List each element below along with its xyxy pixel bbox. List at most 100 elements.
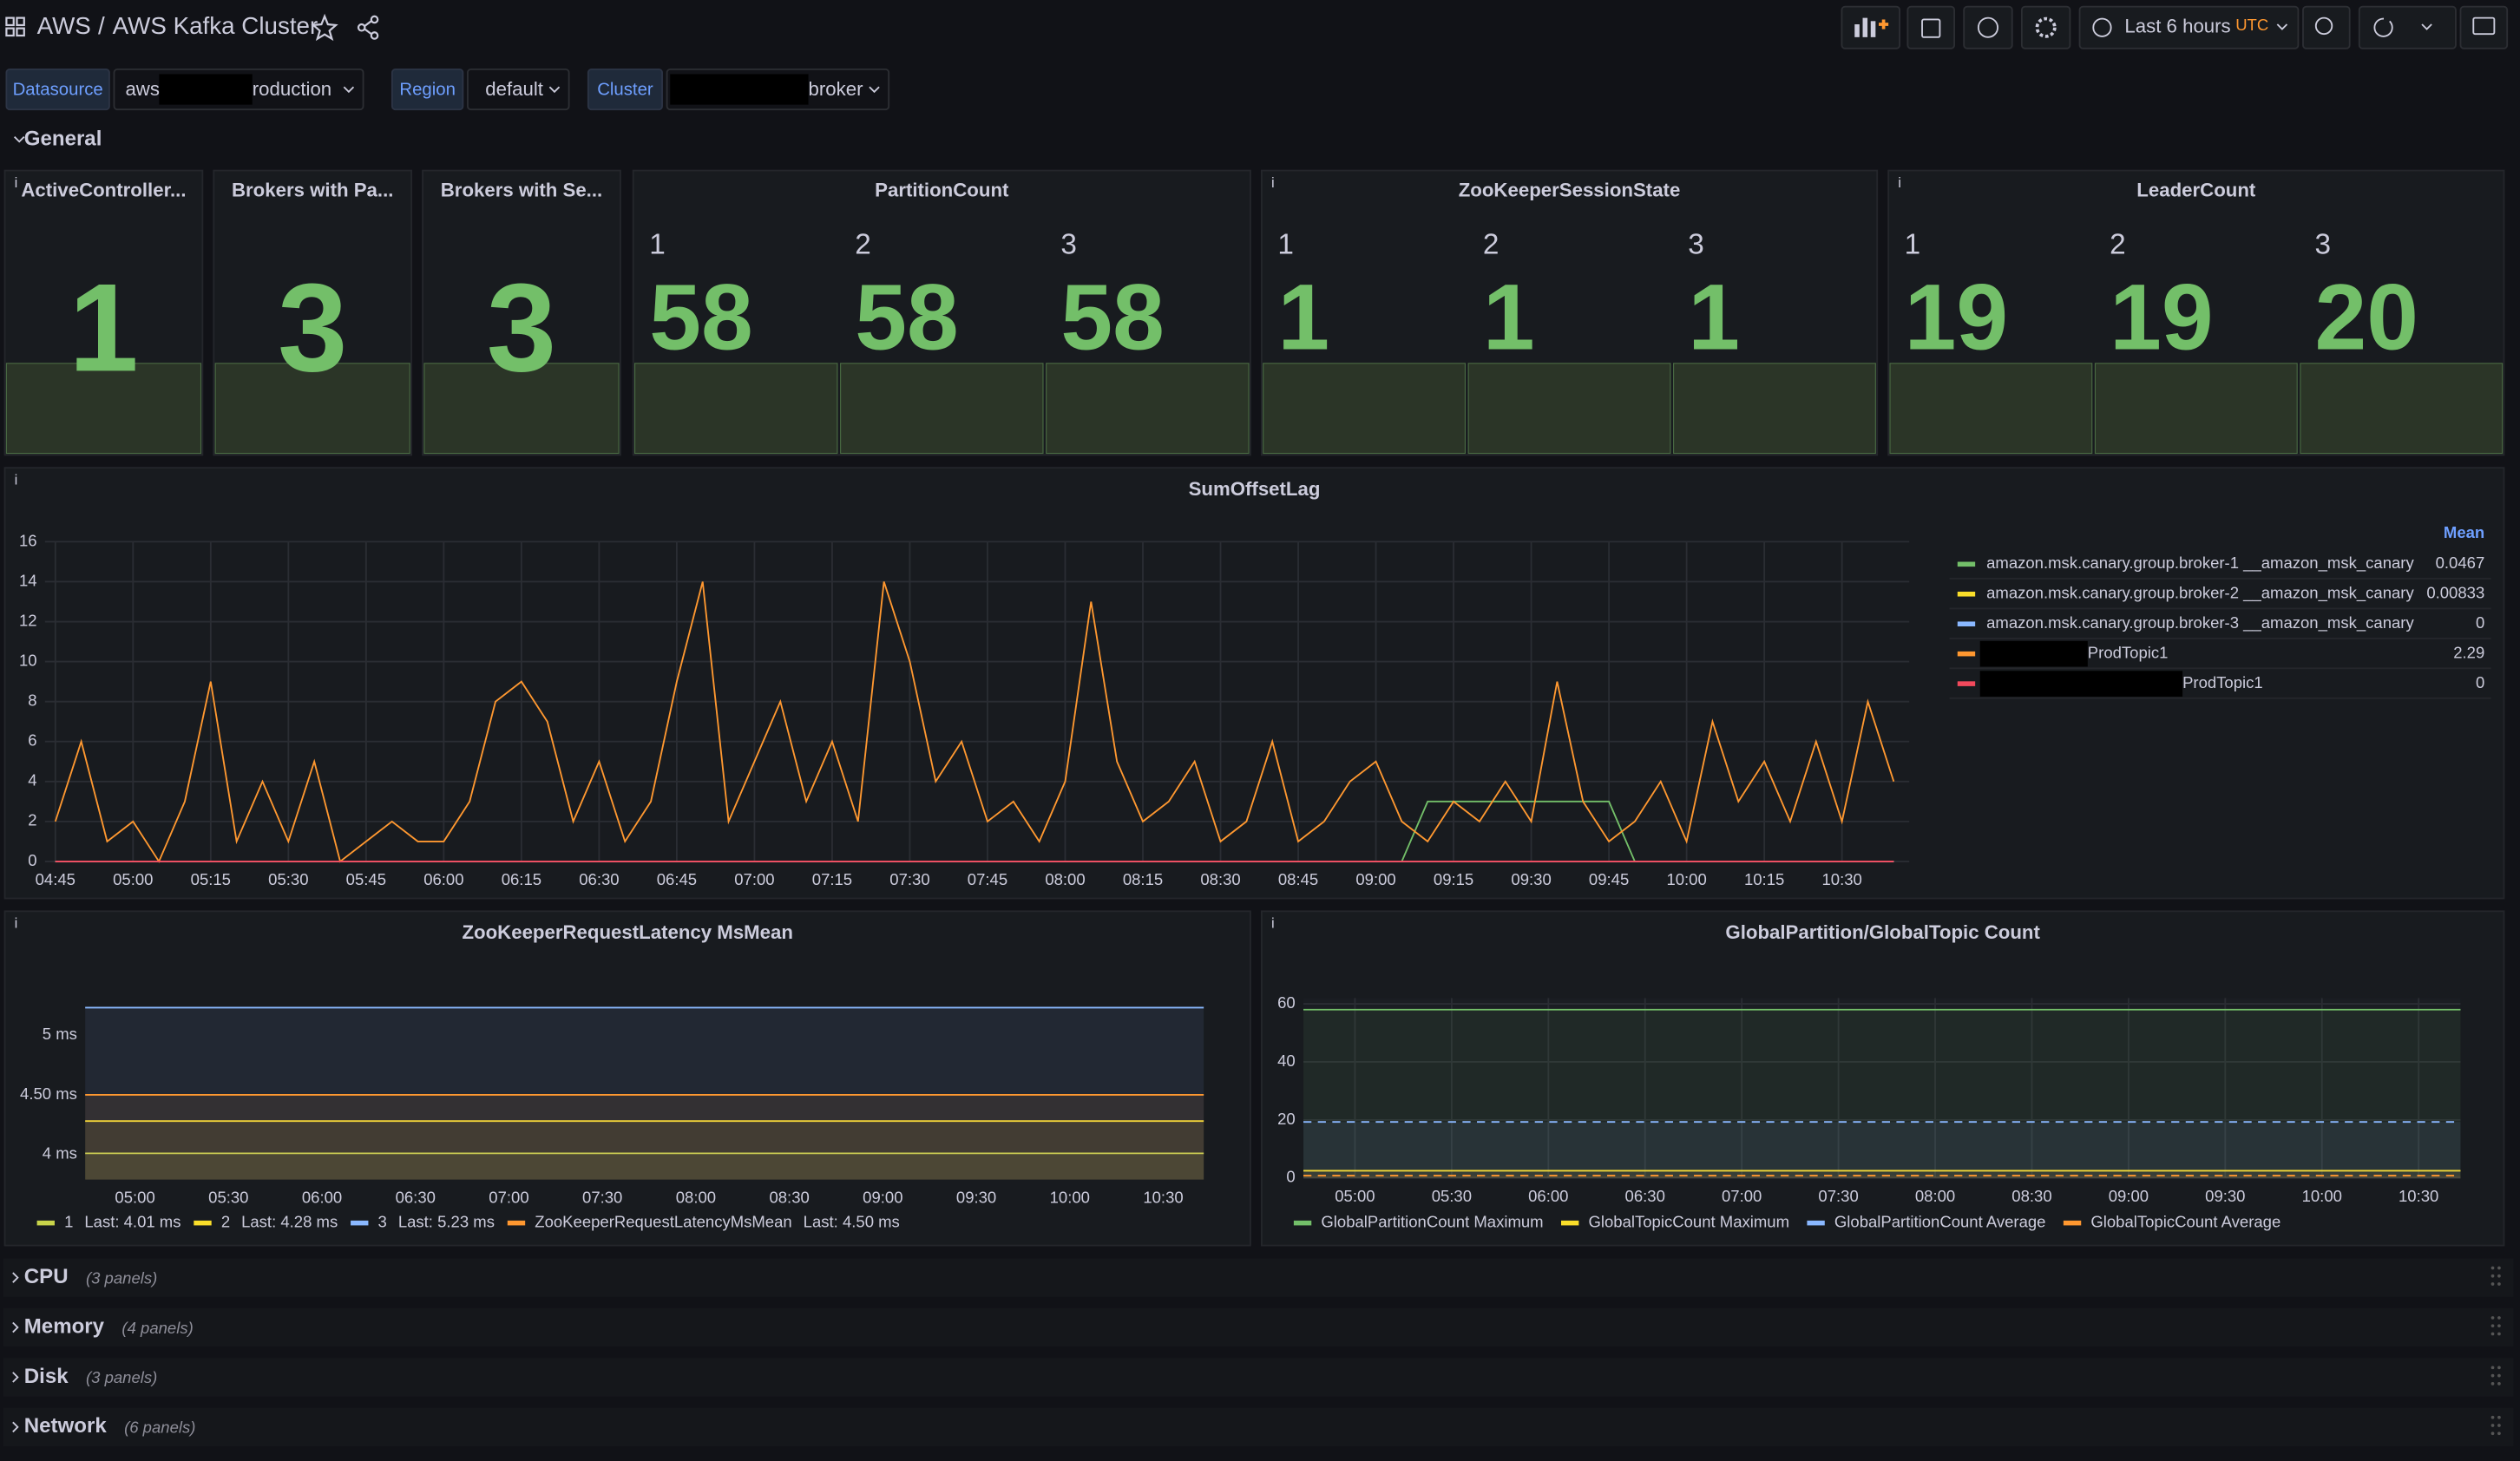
- legend-name[interactable]: GlobalTopicCount Average: [2090, 1213, 2280, 1231]
- chevron: [869, 86, 880, 94]
- legend-swatch[interactable]: [1957, 681, 1976, 686]
- legend-name[interactable]: amazon.msk.canary.group.broker-3 __amazo…: [1986, 613, 2414, 632]
- legend-name[interactable]: GlobalPartitionCount Average: [1834, 1213, 2046, 1231]
- legend-name[interactable]: GlobalPartitionCount Maximum: [1321, 1213, 1543, 1231]
- settings-button[interactable]: [2020, 5, 2071, 49]
- legend-swatch[interactable]: [194, 1220, 212, 1226]
- variable-value: roduction: [253, 78, 331, 100]
- drag-handle[interactable]: [2497, 1316, 2501, 1320]
- legend-swatch[interactable]: [1807, 1220, 1825, 1226]
- legend-name[interactable]: 2: [221, 1213, 230, 1231]
- info-button[interactable]: [1963, 5, 2013, 49]
- collapsed-row[interactable]: [3, 1407, 2514, 1447]
- y-tick-label: 2: [28, 811, 36, 829]
- y-tick-label: 4 ms: [43, 1144, 77, 1163]
- kiosk-button[interactable]: [2459, 5, 2509, 49]
- folder[interactable]: AWS: [37, 12, 91, 39]
- x-tick-label: 08:00: [1915, 1187, 1955, 1205]
- row-chevron[interactable]: [12, 1372, 19, 1383]
- chevron: [343, 86, 355, 94]
- legend-name[interactable]: ProdTopic1: [2088, 644, 2169, 662]
- legend-value: Last: 4.01 ms: [84, 1213, 180, 1231]
- drag-handle[interactable]: [2497, 1373, 2501, 1378]
- stat-value: 1: [1277, 265, 1329, 370]
- drag-handle[interactable]: [2497, 1382, 2501, 1386]
- add-panel-button[interactable]: [1841, 5, 1901, 49]
- legend-swatch[interactable]: [1957, 651, 1976, 657]
- collapsed-row[interactable]: [3, 1307, 2514, 1347]
- legend-mean: 2.29: [2453, 644, 2484, 662]
- legend-name[interactable]: 3: [378, 1213, 387, 1231]
- add-panel-icon: [1854, 17, 1889, 37]
- legend-swatch[interactable]: [1561, 1220, 1579, 1226]
- variable-value: broker: [809, 78, 864, 100]
- legend-swatch[interactable]: [36, 1220, 55, 1226]
- legend-swatch[interactable]: [351, 1220, 369, 1226]
- row-chevron[interactable]: [12, 1321, 19, 1333]
- legend-value: Last: 5.23 ms: [398, 1213, 495, 1231]
- save-button[interactable]: [1906, 5, 1956, 49]
- row-title[interactable]: Disk: [24, 1365, 69, 1388]
- drag-handle[interactable]: [2490, 1324, 2495, 1328]
- legend-name[interactable]: ProdTopic1: [2182, 673, 2263, 691]
- series-area: [1303, 1009, 2461, 1178]
- legend-swatch[interactable]: [1293, 1220, 1312, 1226]
- drag-handle[interactable]: [2490, 1316, 2495, 1320]
- row-chevron[interactable]: [12, 1272, 19, 1283]
- drag-handle[interactable]: [2497, 1415, 2501, 1419]
- zoom-out-button[interactable]: [2302, 5, 2351, 49]
- legend-swatch[interactable]: [1957, 591, 1976, 597]
- share-icon[interactable]: [357, 15, 379, 40]
- y-tick-label: 4.50 ms: [20, 1084, 77, 1103]
- row-chevron[interactable]: [12, 1421, 19, 1433]
- drag-handle[interactable]: [2490, 1282, 2495, 1286]
- x-tick-label: 07:30: [889, 870, 929, 888]
- drag-handle[interactable]: [2490, 1366, 2495, 1370]
- apps-icon[interactable]: [5, 16, 25, 37]
- drag-handle[interactable]: [2490, 1424, 2495, 1427]
- legend-name[interactable]: amazon.msk.canary.group.broker-2 __amazo…: [1986, 584, 2414, 603]
- drag-handle[interactable]: [2497, 1332, 2501, 1336]
- legend-swatch[interactable]: [1957, 621, 1976, 626]
- drag-handle[interactable]: [2497, 1282, 2501, 1286]
- legend-name[interactable]: GlobalTopicCount Maximum: [1588, 1213, 1789, 1231]
- refresh-button[interactable]: [2358, 5, 2457, 49]
- drag-handle[interactable]: [2497, 1424, 2501, 1427]
- time-picker[interactable]: [2078, 5, 2300, 49]
- drag-handle[interactable]: [2497, 1366, 2501, 1370]
- legend-name[interactable]: ZooKeeperRequestLatencyMsMean: [535, 1213, 791, 1231]
- legend-name[interactable]: 1: [64, 1213, 73, 1231]
- drag-handle[interactable]: [2497, 1432, 2501, 1436]
- drag-handle[interactable]: [2490, 1266, 2495, 1270]
- drag-handle[interactable]: [2490, 1415, 2495, 1419]
- row-chevron[interactable]: [14, 136, 25, 143]
- legend-swatch[interactable]: [1957, 561, 1976, 567]
- x-tick-label: 06:00: [1528, 1187, 1568, 1205]
- zoom-icon: [2314, 16, 2333, 36]
- stat-label: 2: [2110, 228, 2126, 260]
- row-title[interactable]: Network: [24, 1414, 108, 1438]
- row-title[interactable]: Memory: [24, 1314, 105, 1338]
- legend-swatch[interactable]: [507, 1220, 526, 1226]
- row-title[interactable]: CPU: [24, 1265, 69, 1288]
- legend-name[interactable]: amazon.msk.canary.group.broker-1 __amazo…: [1986, 554, 2414, 573]
- collapsed-row[interactable]: [3, 1258, 2514, 1297]
- drag-handle[interactable]: [2490, 1382, 2495, 1386]
- stat-label: 3: [1060, 228, 1077, 260]
- collapsed-row[interactable]: [3, 1358, 2514, 1397]
- variable-select[interactable]: [467, 68, 570, 111]
- drag-handle[interactable]: [2497, 1324, 2501, 1328]
- row-title[interactable]: General: [24, 128, 102, 151]
- drag-handle[interactable]: [2490, 1274, 2495, 1278]
- drag-handle[interactable]: [2490, 1373, 2495, 1378]
- legend-mean: 0.0467: [2436, 554, 2485, 572]
- star-icon[interactable]: [311, 13, 338, 42]
- drag-handle[interactable]: [2497, 1274, 2501, 1278]
- y-tick-label: 6: [28, 731, 36, 750]
- legend-header[interactable]: Mean: [2444, 523, 2484, 541]
- drag-handle[interactable]: [2490, 1432, 2495, 1436]
- drag-handle[interactable]: [2497, 1266, 2501, 1270]
- drag-handle[interactable]: [2490, 1332, 2495, 1336]
- legend-swatch[interactable]: [2063, 1220, 2082, 1226]
- stat-label: 2: [855, 228, 871, 260]
